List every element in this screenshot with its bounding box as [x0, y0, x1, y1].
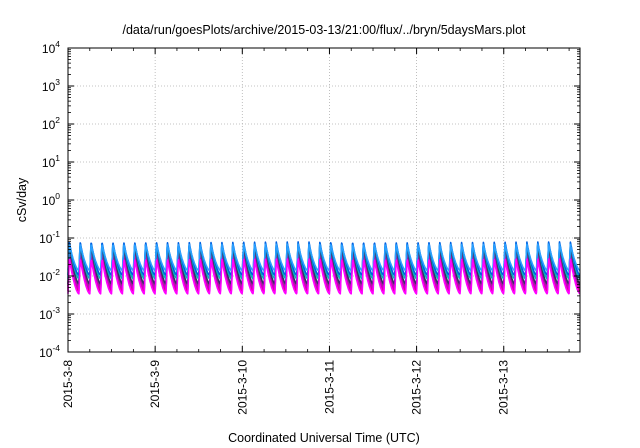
x-tick-label: 2015-3-12 [410, 360, 424, 415]
y-tick-label: 10-2 [39, 267, 60, 284]
y-tick-label: 10-3 [39, 305, 60, 322]
x-tick-label: 2015-3-9 [148, 360, 162, 408]
y-axis-label: cSv/day [15, 177, 29, 222]
y-tick-label: 10-4 [39, 343, 60, 360]
x-tick-label: 2015-3-8 [61, 360, 75, 408]
x-tick-label: 2015-3-13 [497, 360, 511, 415]
y-tick-label: 101 [42, 153, 60, 170]
grid [68, 48, 580, 352]
x-axis: 2015-3-8 2015-3-9 2015-3-10 2015-3-11 2015-3… [61, 48, 570, 415]
x-tick-label: 2015-3-11 [322, 360, 336, 414]
y-axis: 10-4 10-3 10-2 10-1 100 101 102 103 104 [39, 39, 580, 360]
x-tick-label: 2015-3-10 [235, 360, 249, 415]
y-tick-label: 100 [42, 191, 60, 208]
series-line [67, 258, 581, 295]
chart-title: /data/run/goesPlots/archive/2015-03-13/2… [122, 23, 526, 37]
series-line [67, 243, 581, 272]
plot-area [67, 241, 581, 295]
x-axis-label: Coordinated Universal Time (UTC) [228, 431, 420, 445]
y-tick-label: 102 [42, 115, 60, 132]
y-tick-label: 103 [42, 77, 60, 94]
y-tick-label: 10-1 [39, 229, 60, 246]
y-tick-label: 104 [42, 39, 60, 56]
